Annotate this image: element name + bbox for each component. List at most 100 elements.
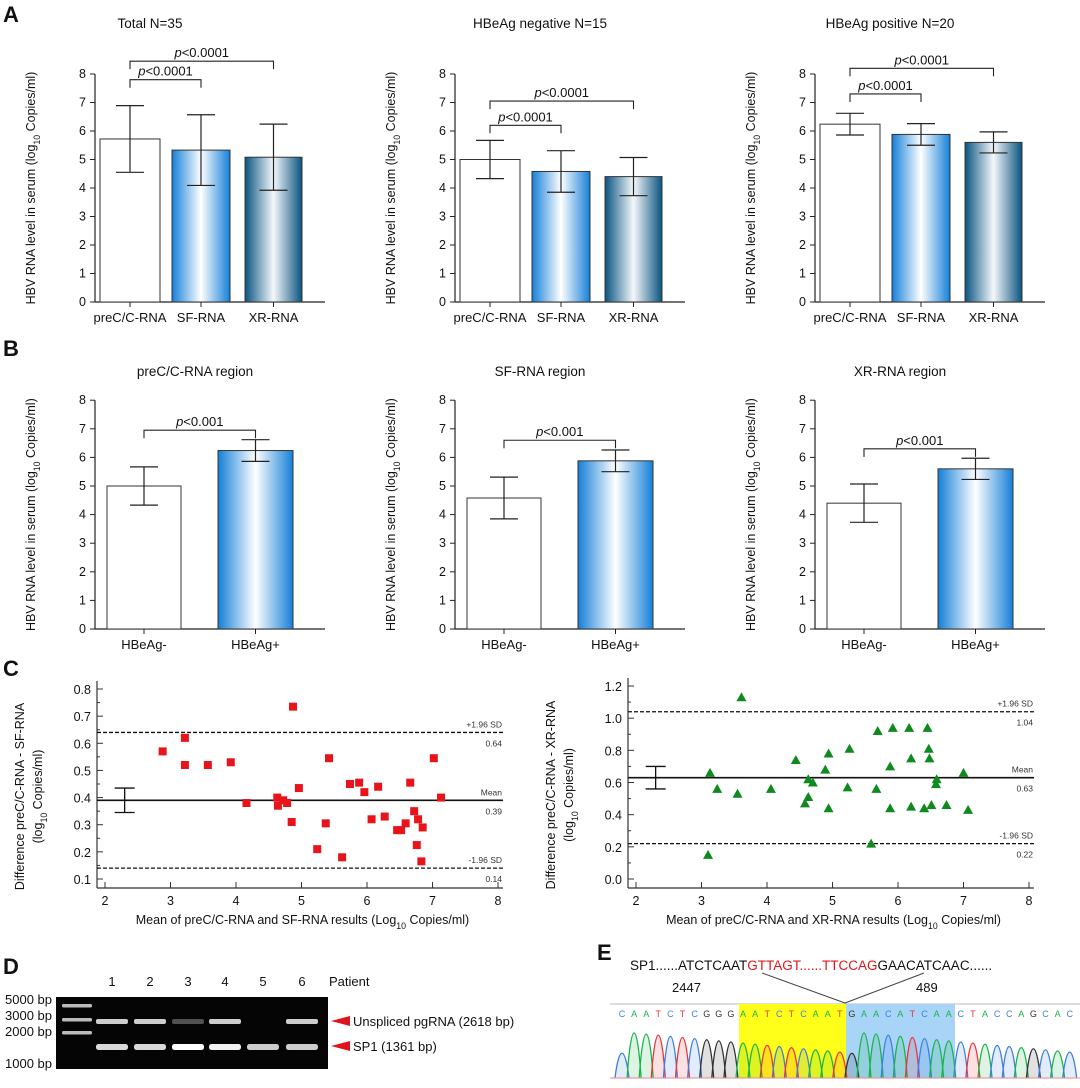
base-call: A bbox=[1018, 1009, 1024, 1019]
x-tick-label: SF-RNA bbox=[537, 310, 586, 325]
mean-ci-bar bbox=[645, 765, 666, 790]
data-point bbox=[283, 799, 292, 807]
y-tick-label: 7 bbox=[799, 96, 806, 110]
y-tick-label: 3 bbox=[439, 210, 446, 224]
bar-hbeag- bbox=[826, 502, 902, 630]
data-point bbox=[799, 798, 810, 808]
y-axis-label-part: Copies/ml) bbox=[24, 72, 38, 135]
y-axis-label-line2-part: Copies/ml) bbox=[31, 750, 45, 813]
base-call: C bbox=[800, 1009, 807, 1019]
chromatogram-peak bbox=[989, 1044, 1005, 1079]
chromatogram-peak bbox=[928, 1039, 945, 1079]
data-point bbox=[313, 845, 322, 854]
p-value: <0.0001 bbox=[865, 78, 912, 93]
y-axis-label-subscript: 10 bbox=[392, 135, 402, 145]
bar-hbeag- bbox=[217, 450, 294, 630]
x-tick-label: 2 bbox=[102, 894, 109, 908]
chart-title: XR-RNA region bbox=[854, 364, 946, 379]
y-tick-label: 0.7 bbox=[74, 710, 91, 724]
chromatogram-peak bbox=[868, 1033, 884, 1079]
y-tick-label: 0.2 bbox=[74, 846, 91, 860]
x-tick-label: HBeAg- bbox=[481, 637, 527, 652]
chromatogram-peak bbox=[1049, 1050, 1066, 1079]
base-call: C bbox=[667, 1009, 674, 1019]
y-axis-label-part: Copies/ml) bbox=[744, 398, 758, 461]
p-value: <0.0001 bbox=[542, 85, 589, 100]
x-axis-label-subscript: 10 bbox=[396, 921, 406, 931]
data-point bbox=[180, 761, 189, 769]
significance-bracket bbox=[503, 439, 617, 449]
y-tick-label: 2 bbox=[799, 565, 806, 579]
y-axis-label: HBV RNA level in serum (log10 Copies/ml) bbox=[24, 72, 42, 305]
data-point bbox=[367, 815, 376, 824]
panel-letter-e: E bbox=[597, 940, 612, 965]
base-call: T bbox=[910, 1009, 916, 1019]
data-point bbox=[885, 761, 896, 771]
x-axis-label: Mean of preC/C-RNA and XR-RNA results (L… bbox=[666, 913, 1001, 931]
significance-bracket bbox=[863, 448, 977, 457]
y-axis-label-subscript: 10 bbox=[752, 135, 762, 145]
data-point bbox=[885, 803, 896, 813]
chromatogram-peak bbox=[662, 1036, 679, 1079]
data-point bbox=[325, 754, 334, 763]
p-symbol: p bbox=[137, 64, 145, 79]
y-tick-label: 1 bbox=[799, 593, 806, 607]
data-point bbox=[321, 819, 330, 828]
significance-bracket bbox=[129, 79, 202, 88]
y-tick-label: 8 bbox=[439, 393, 446, 407]
x-axis-label-subscript: 10 bbox=[928, 921, 938, 931]
data-point bbox=[242, 799, 251, 807]
chromatogram-peak bbox=[626, 1032, 642, 1079]
data-point bbox=[922, 722, 933, 732]
marker-label: 2000 bp bbox=[5, 1024, 52, 1039]
base-call: T bbox=[656, 1009, 662, 1019]
p-value-label: p<0.001 bbox=[175, 414, 223, 429]
y-axis-label-line2: (log10 Copies/ml) bbox=[562, 748, 580, 842]
y-axis-label-line2-part: (log bbox=[31, 823, 45, 844]
lane-label: 1 bbox=[108, 974, 115, 989]
data-point bbox=[823, 748, 834, 758]
data-point bbox=[287, 818, 296, 826]
base-call: C bbox=[1006, 1009, 1013, 1019]
data-point bbox=[844, 743, 855, 753]
base-call: A bbox=[740, 1009, 746, 1019]
y-tick-label: 4 bbox=[79, 181, 86, 195]
base-call: A bbox=[1055, 1009, 1061, 1019]
chromatogram-peak bbox=[1013, 1046, 1029, 1079]
chromatogram-peak bbox=[699, 1039, 715, 1079]
p-value-label: p<0.0001 bbox=[173, 45, 229, 60]
splice-sequence: SP1......ATCTCAATGTTAGT......TTCCAGGAACA… bbox=[630, 958, 992, 973]
y-tick-label: 7 bbox=[439, 422, 446, 436]
x-tick-label: SF-RNA bbox=[177, 310, 226, 325]
data-point bbox=[397, 826, 406, 835]
base-call: A bbox=[752, 1009, 758, 1019]
splice-line bbox=[844, 972, 925, 1004]
x-tick-label: 4 bbox=[764, 894, 771, 908]
splice-position-acceptor: 489 bbox=[916, 980, 938, 995]
data-point bbox=[203, 761, 212, 769]
chromatogram-peak bbox=[941, 1040, 957, 1079]
significance-bracket bbox=[143, 429, 257, 439]
data-point bbox=[919, 803, 930, 813]
y-axis-label-group: Difference preC/C-RNA - SF-RNA (log10 Cop… bbox=[13, 702, 49, 890]
y-axis-label: HBV RNA level in serum (log10 Copies/ml) bbox=[384, 72, 402, 305]
lane-label: 5 bbox=[259, 974, 266, 989]
base-call: C bbox=[776, 1009, 783, 1019]
bar-prec-c-rna bbox=[819, 123, 881, 303]
chromatogram-peak bbox=[747, 1043, 763, 1079]
y-tick-label: 0 bbox=[799, 295, 806, 309]
p-value: <0.0001 bbox=[505, 109, 552, 124]
p-symbol: p bbox=[895, 433, 903, 448]
y-axis-label: HBV RNA level in serum (log10 Copies/ml) bbox=[24, 398, 42, 631]
significance-bracket bbox=[849, 93, 922, 102]
y-tick-label: 1 bbox=[439, 593, 446, 607]
chromatogram-peak bbox=[916, 1038, 933, 1079]
x-tick-label: 2 bbox=[633, 894, 640, 908]
y-tick-label: 8 bbox=[799, 67, 806, 81]
data-point bbox=[823, 803, 834, 813]
y-axis-label-group: Difference preC/C-RNA - XR-RNA (log10 Cop… bbox=[544, 700, 580, 889]
data-point bbox=[930, 779, 941, 789]
upper-label: +1.96 SD bbox=[997, 699, 1033, 709]
